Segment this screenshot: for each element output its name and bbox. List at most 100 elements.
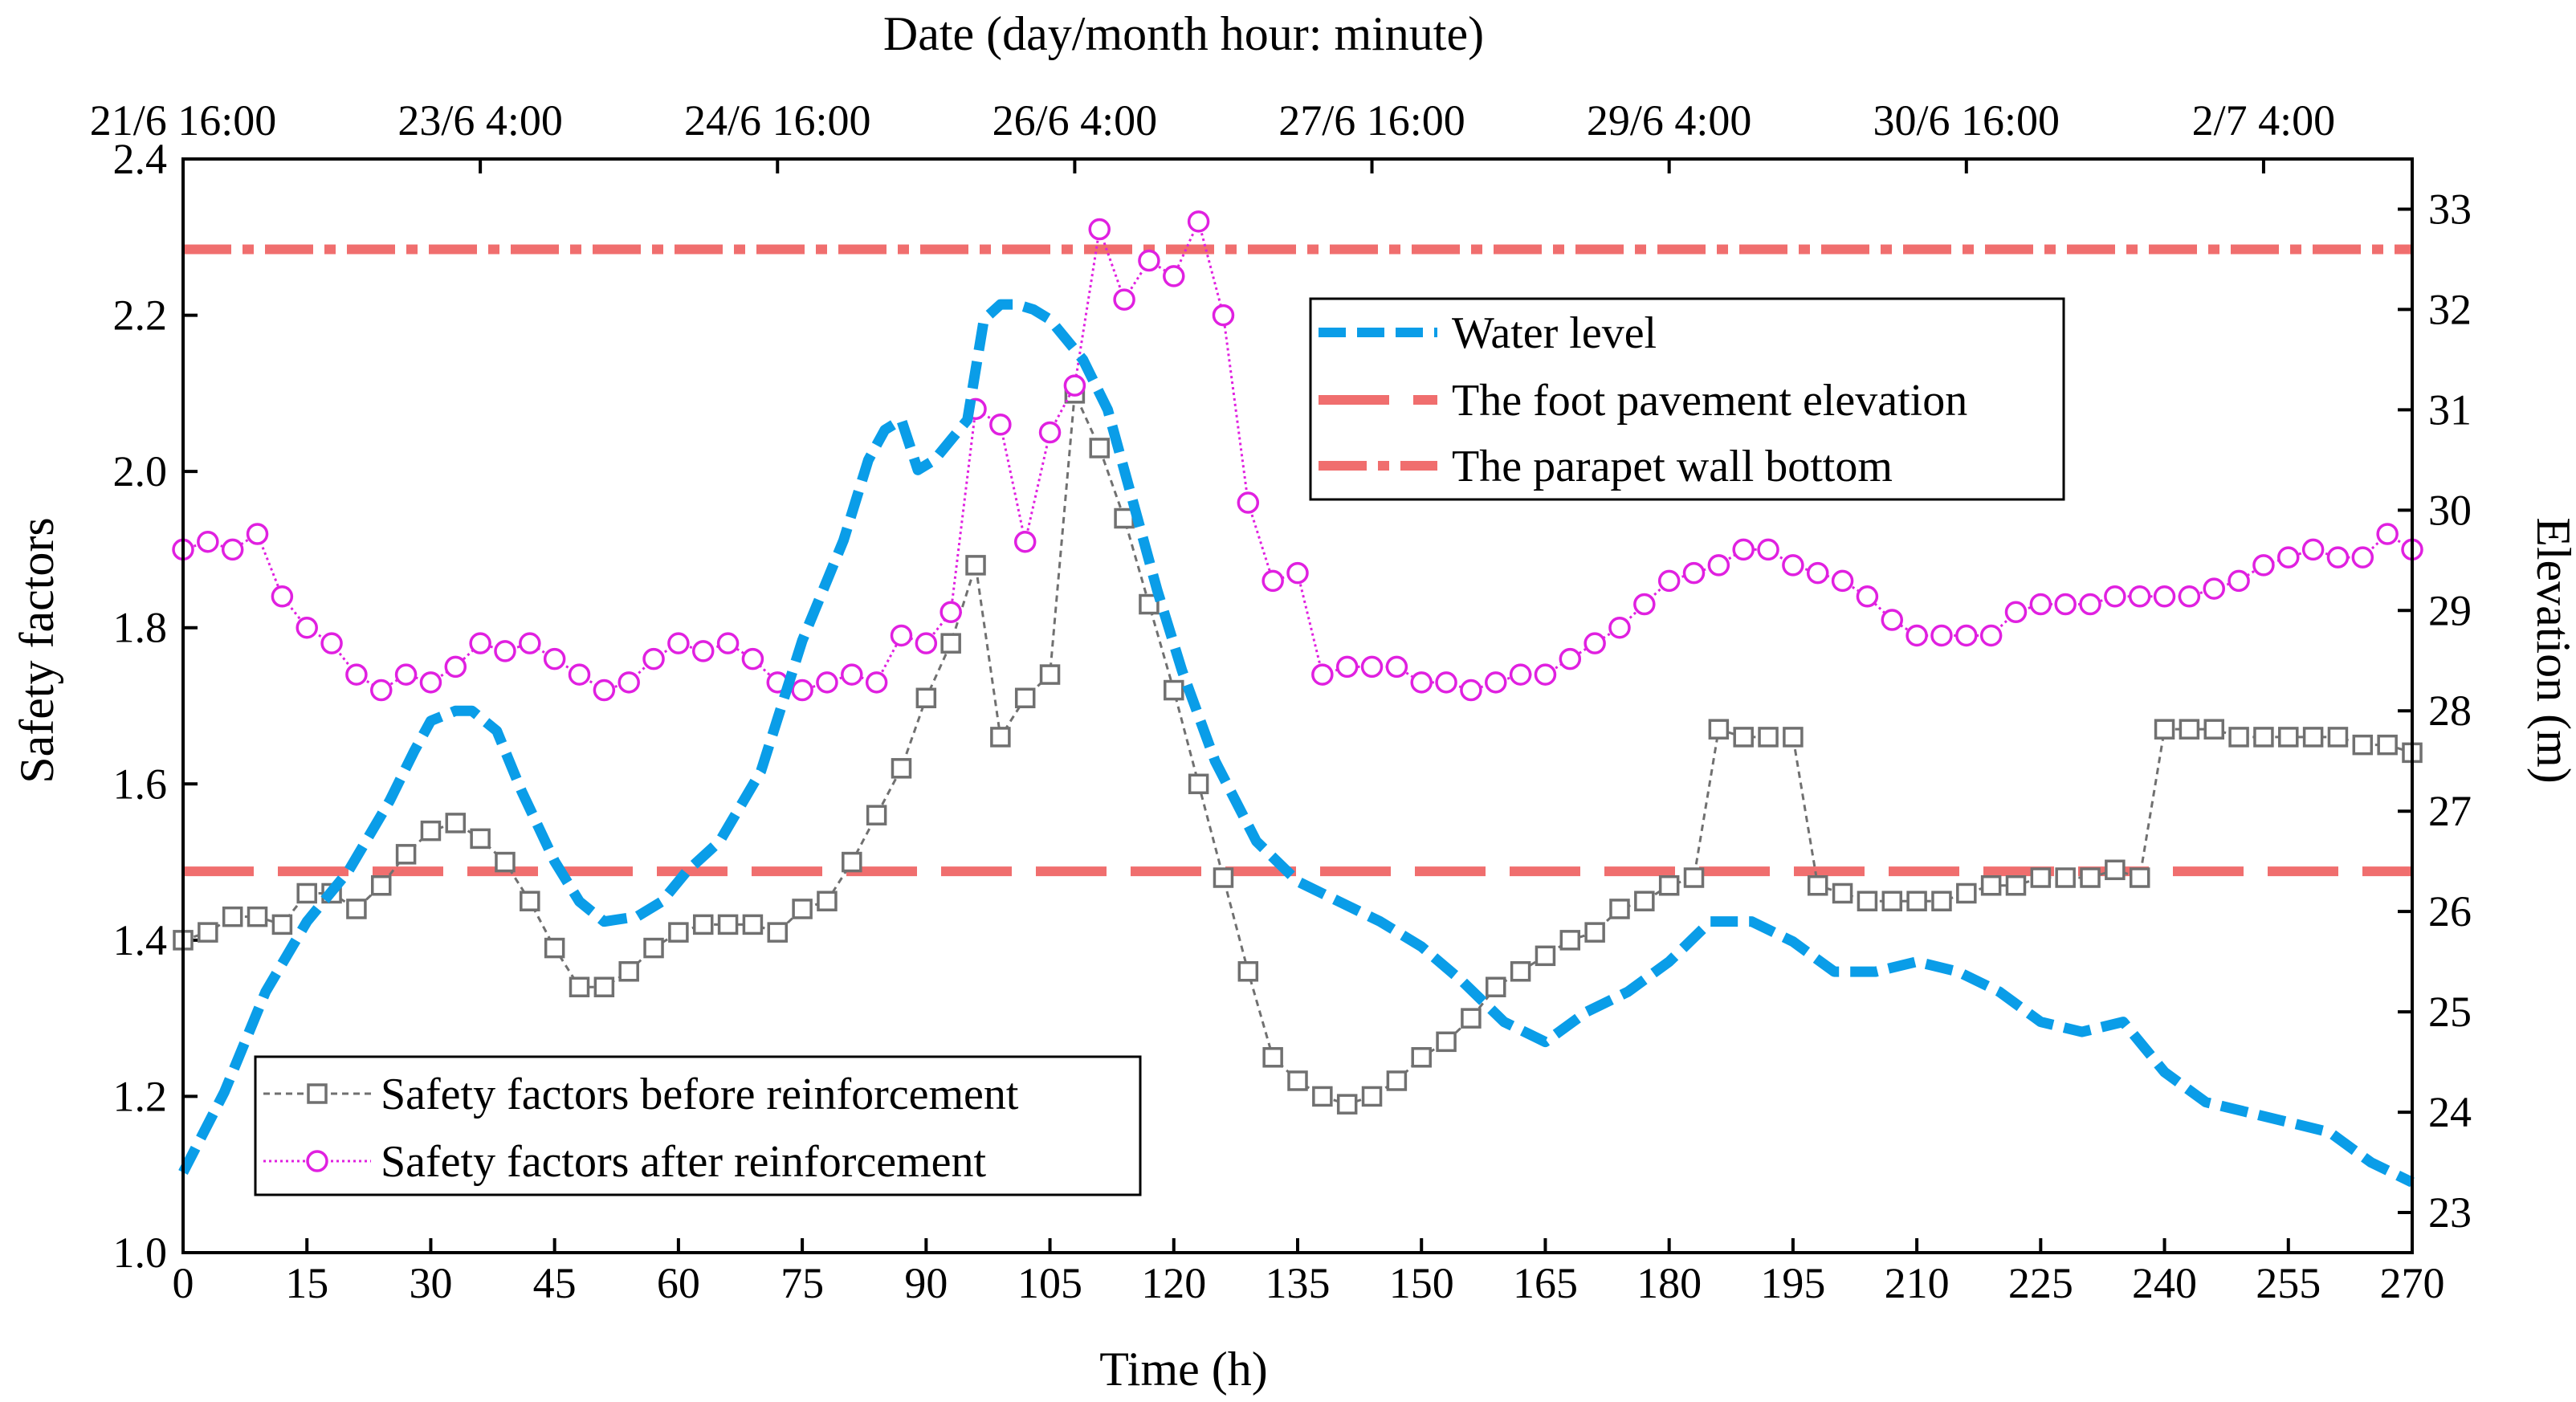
after-reinforcement-point bbox=[1979, 624, 2003, 647]
before-reinforcement-point bbox=[1634, 891, 1655, 911]
after-reinforcement-point bbox=[1806, 561, 1829, 585]
before-reinforcement-point bbox=[247, 906, 268, 927]
before-reinforcement-point bbox=[1807, 875, 1828, 896]
x-tick-label: 75 bbox=[781, 1259, 824, 1307]
before-reinforcement-point bbox=[2105, 859, 2126, 881]
y-right-tick-label: 31 bbox=[2428, 385, 2472, 434]
before-reinforcement-point bbox=[1336, 1094, 1358, 1115]
before-reinforcement-point bbox=[1609, 899, 1630, 919]
after-reinforcement-point bbox=[940, 601, 962, 624]
before-reinforcement-point bbox=[2179, 719, 2200, 740]
before-reinforcement-point bbox=[2129, 867, 2150, 888]
y-right-axis-title: Elevation (m) bbox=[2527, 517, 2576, 784]
after-reinforcement-point bbox=[1311, 663, 1334, 686]
before-reinforcement-point bbox=[1486, 976, 1506, 997]
after-reinforcement-point bbox=[1633, 593, 1656, 616]
after-reinforcement-point bbox=[1930, 624, 1953, 647]
before-reinforcement-point bbox=[1931, 891, 1952, 911]
before-reinforcement-point bbox=[1361, 1086, 1383, 1107]
after-reinforcement-point bbox=[2004, 601, 2028, 624]
y-right-tick-label: 27 bbox=[2428, 787, 2472, 835]
y-right-tick-label: 28 bbox=[2428, 687, 2472, 735]
before-reinforcement-point bbox=[271, 914, 293, 935]
legend-lower: Safety factors before reinforcement Safe… bbox=[254, 1055, 1142, 1196]
before-reinforcement-point bbox=[2005, 875, 2027, 896]
after-reinforcement-point bbox=[320, 632, 343, 654]
after-reinforcement-point bbox=[1113, 288, 1135, 311]
y-right-tick-label: 29 bbox=[2428, 586, 2472, 634]
x-tick-label: 90 bbox=[904, 1259, 948, 1307]
after-reinforcement-point bbox=[543, 647, 566, 670]
before-reinforcement-point bbox=[1312, 1086, 1333, 1107]
y-left-axis-title: Safety factors bbox=[10, 517, 63, 784]
before-reinforcement-point bbox=[1658, 875, 1680, 896]
before-reinforcement-point bbox=[1287, 1070, 1308, 1091]
before-reinforcement-point bbox=[965, 555, 986, 576]
before-reinforcement-point bbox=[767, 922, 789, 943]
before-reinforcement-point bbox=[1139, 593, 1160, 615]
before-reinforcement-point bbox=[940, 633, 961, 654]
after-reinforcement-point bbox=[1286, 561, 1309, 585]
before-reinforcement-point bbox=[1956, 882, 1977, 904]
x-tick-label: 135 bbox=[1266, 1259, 1331, 1307]
before-reinforcement-point bbox=[1783, 727, 1804, 748]
after-reinforcement-point bbox=[2128, 585, 2151, 608]
before-reinforcement-point bbox=[1857, 891, 1878, 911]
before-reinforcement-point bbox=[990, 727, 1011, 748]
legend-lower-box bbox=[254, 1055, 1142, 1196]
before-reinforcement-point bbox=[1039, 664, 1061, 685]
top-tick-label: 2/7 4:00 bbox=[2192, 96, 2336, 145]
before-reinforcement-point bbox=[2030, 867, 2052, 888]
after-reinforcement-point bbox=[1435, 671, 1457, 694]
after-reinforcement-point bbox=[1460, 679, 1482, 702]
before-reinforcement-point bbox=[2253, 727, 2274, 748]
before-reinforcement-point bbox=[2154, 719, 2175, 740]
before-reinforcement-point bbox=[569, 976, 590, 997]
y-right-tick-label: 24 bbox=[2428, 1088, 2472, 1136]
before-reinforcement-point bbox=[692, 914, 714, 935]
after-reinforcement-point bbox=[2277, 546, 2300, 569]
water-level-line bbox=[178, 299, 2415, 1188]
after-reinforcement-point bbox=[716, 632, 740, 654]
top-tick-label: 30/6 16:00 bbox=[1873, 96, 2060, 145]
before-reinforcement-point bbox=[1386, 1070, 1408, 1091]
after-reinforcement-point bbox=[915, 632, 938, 654]
x-tick-label: 120 bbox=[1141, 1259, 1206, 1307]
top-tick-label: 29/6 4:00 bbox=[1587, 96, 1752, 145]
after-reinforcement-point bbox=[1063, 374, 1086, 397]
before-reinforcement-point bbox=[1758, 727, 1779, 748]
x-tick-label: 240 bbox=[2132, 1259, 2197, 1307]
after-reinforcement-point bbox=[1163, 265, 1185, 287]
before-reinforcement-point bbox=[2203, 719, 2224, 740]
before-reinforcement-point bbox=[866, 805, 887, 825]
y-right-tick-label: 26 bbox=[2428, 887, 2472, 935]
before-reinforcement-point bbox=[1461, 1008, 1482, 1029]
before-reinforcement-point bbox=[2302, 727, 2324, 748]
before-reinforcement-point bbox=[1510, 961, 1531, 982]
y-left-tick-label: 2.2 bbox=[113, 291, 168, 340]
after-reinforcement-point bbox=[1682, 561, 1706, 585]
after-reinforcement-point bbox=[469, 632, 491, 654]
after-reinforcement-point bbox=[1584, 632, 1606, 654]
before-reinforcement-point bbox=[2327, 727, 2349, 748]
before-reinforcement-point bbox=[2278, 727, 2299, 748]
before-reinforcement-point bbox=[1164, 679, 1184, 701]
y-right-tick-label: 23 bbox=[2428, 1188, 2472, 1237]
before-reinforcement-point bbox=[1708, 719, 1730, 740]
x-tick-label: 150 bbox=[1389, 1259, 1454, 1307]
x-tick-label: 225 bbox=[2008, 1259, 2073, 1307]
after-reinforcement-point bbox=[1088, 218, 1111, 241]
before-reinforcement-point bbox=[1237, 961, 1259, 982]
top-tick-label: 23/6 4:00 bbox=[397, 96, 563, 145]
after-reinforcement-point bbox=[296, 616, 318, 639]
before-reinforcement-point bbox=[1832, 882, 1853, 904]
after-reinforcement-point bbox=[593, 679, 616, 702]
y-left-tick-label: 1.6 bbox=[113, 760, 168, 808]
after-reinforcement-point bbox=[1608, 616, 1631, 639]
after-reinforcement-point bbox=[419, 671, 442, 694]
before-reinforcement-point bbox=[668, 922, 689, 943]
before-reinforcement-point bbox=[1213, 867, 1234, 888]
after-reinforcement-point bbox=[197, 530, 219, 553]
before-reinforcement-point bbox=[817, 891, 838, 911]
after-reinforcement-point bbox=[1955, 624, 1978, 647]
